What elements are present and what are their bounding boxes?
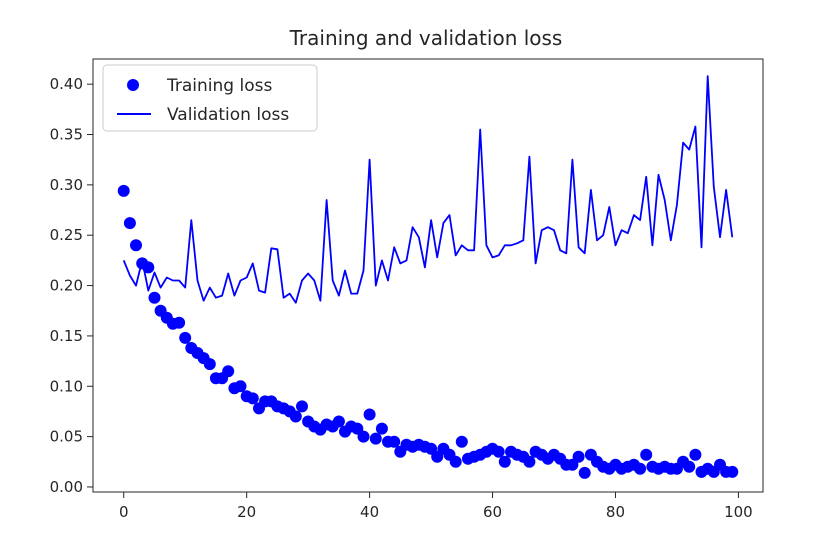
legend-training-label: Training loss bbox=[166, 76, 272, 96]
training-loss-point bbox=[117, 184, 130, 197]
legend-training-marker bbox=[127, 79, 139, 91]
training-loss-point bbox=[572, 450, 585, 463]
validation-loss-layer bbox=[122, 75, 734, 304]
y-tick-label: 0.25 bbox=[50, 226, 83, 244]
legend-validation-label: Validation loss bbox=[167, 105, 289, 125]
training-loss-point bbox=[431, 450, 444, 463]
x-tick-label: 0 bbox=[119, 503, 129, 521]
training-loss-point bbox=[689, 448, 702, 461]
training-loss-point bbox=[173, 316, 186, 329]
training-loss-point bbox=[296, 400, 308, 413]
training-loss-point bbox=[375, 422, 388, 435]
training-loss-point bbox=[388, 435, 401, 448]
training-loss-point bbox=[449, 455, 462, 468]
training-loss-point bbox=[726, 465, 739, 478]
y-tick-label: 0.30 bbox=[50, 176, 83, 194]
y-axis: 0.00 0.05 0.10 0.15 0.20 0.25 0.30 0.35 0.40 bbox=[50, 75, 93, 496]
validation-loss-line bbox=[122, 75, 734, 304]
training-loss-point bbox=[455, 435, 468, 448]
axes-frame bbox=[92, 58, 764, 493]
training-loss-point bbox=[363, 408, 376, 421]
training-loss-point bbox=[130, 239, 142, 252]
y-tick-label: 0.40 bbox=[50, 75, 83, 93]
y-tick-label: 0.00 bbox=[50, 478, 83, 496]
training-loss-point bbox=[179, 331, 192, 344]
y-tick-label: 0.10 bbox=[50, 377, 83, 395]
training-loss-point bbox=[634, 462, 647, 475]
training-loss-point bbox=[683, 460, 696, 473]
x-axis: 0 20 40 60 80 100 bbox=[119, 492, 753, 521]
y-tick-label: 0.05 bbox=[50, 428, 83, 446]
training-loss-point bbox=[234, 380, 247, 393]
legend-box bbox=[102, 64, 318, 132]
training-loss-point bbox=[332, 415, 345, 428]
training-loss-point bbox=[523, 455, 536, 468]
x-tick-label: 60 bbox=[483, 503, 502, 521]
training-loss-point bbox=[578, 466, 591, 479]
x-tick-label: 40 bbox=[360, 503, 379, 521]
training-loss-point bbox=[498, 455, 511, 468]
training-loss-point bbox=[492, 445, 505, 458]
y-tick-label: 0.15 bbox=[50, 327, 83, 345]
training-loss-layer bbox=[117, 184, 739, 479]
y-tick-label: 0.20 bbox=[50, 277, 83, 295]
training-loss-point bbox=[222, 365, 235, 378]
y-tick-label: 0.35 bbox=[50, 126, 83, 144]
training-loss-point bbox=[640, 448, 653, 461]
training-loss-point bbox=[142, 261, 155, 274]
x-tick-label: 80 bbox=[606, 503, 625, 521]
training-loss-point bbox=[289, 410, 302, 423]
x-tick-label: 100 bbox=[724, 503, 753, 521]
training-loss-point bbox=[246, 392, 259, 405]
training-loss-point bbox=[203, 358, 216, 371]
training-loss-point bbox=[123, 217, 136, 230]
training-loss-point bbox=[148, 291, 161, 304]
legend: Training loss Validation loss bbox=[102, 64, 318, 132]
chart-title: Training and validation loss bbox=[289, 26, 563, 50]
training-loss-point bbox=[357, 430, 370, 443]
training-loss-point bbox=[369, 432, 382, 445]
x-tick-label: 20 bbox=[237, 503, 256, 521]
